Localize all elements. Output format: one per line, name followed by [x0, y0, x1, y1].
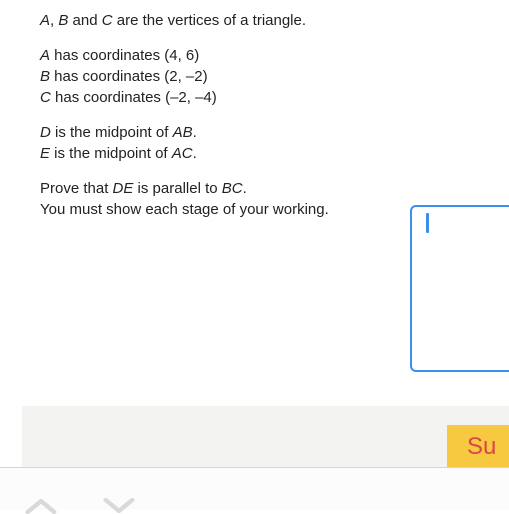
- text-caret-icon: [426, 213, 429, 233]
- paragraph-2: A has coordinates (4, 6) B has coordinat…: [40, 45, 509, 108]
- submit-button[interactable]: Su: [447, 425, 509, 469]
- paragraph-1: A, B and C are the vertices of a triangl…: [40, 10, 509, 31]
- var-c: C: [102, 12, 113, 29]
- var-a: A: [40, 12, 50, 29]
- chevron-down-icon[interactable]: [103, 498, 134, 514]
- var-b: B: [58, 12, 68, 29]
- answer-input[interactable]: [410, 205, 509, 372]
- paragraph-3: D is the midpoint of AB. E is the midpoi…: [40, 122, 509, 164]
- bottom-bar: Su: [22, 406, 509, 467]
- question-text: A, B and C are the vertices of a triangl…: [0, 0, 509, 220]
- chevron-up-icon[interactable]: [25, 498, 56, 514]
- nav-strip: [0, 467, 509, 510]
